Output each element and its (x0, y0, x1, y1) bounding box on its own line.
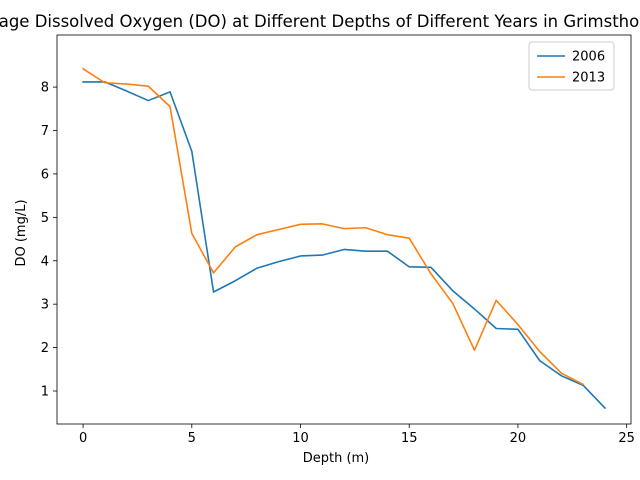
y-tick-label: 7 (41, 124, 49, 139)
legend-label-2006: 2006 (572, 50, 605, 65)
legend: 2006 2013 (528, 41, 615, 91)
x-tick-label: 10 (292, 431, 309, 446)
y-tick-label: 2 (41, 341, 49, 356)
x-tick-label: 5 (188, 431, 196, 446)
y-tick-label: 6 (41, 167, 49, 182)
x-tick-label: 0 (79, 431, 87, 446)
y-tick-label: 8 (41, 81, 49, 96)
series-line-2006 (82, 81, 607, 410)
y-tick-label: 3 (41, 298, 49, 313)
y-tick-label: 4 (41, 254, 49, 269)
series-line-2013 (81, 67, 585, 386)
y-axis-label: DO (mg/L) (14, 199, 29, 266)
y-tick-label: 1 (41, 385, 49, 400)
x-tick-label: 20 (510, 431, 527, 446)
legend-label-2013: 2013 (572, 71, 605, 86)
plot-area (81, 67, 607, 410)
x-tick-label: 25 (618, 431, 635, 446)
x-axis-label: Depth (m) (303, 451, 370, 466)
legend-box (528, 41, 615, 91)
x-tick-label: 15 (401, 431, 418, 446)
chart-title: Average Dissolved Oxygen (DO) at Differe… (0, 12, 640, 31)
axes-frame (56, 34, 632, 425)
axes: 0 5 10 15 20 25 1 2 3 4 5 6 7 8 (41, 34, 635, 446)
y-tick-label: 5 (41, 211, 49, 226)
